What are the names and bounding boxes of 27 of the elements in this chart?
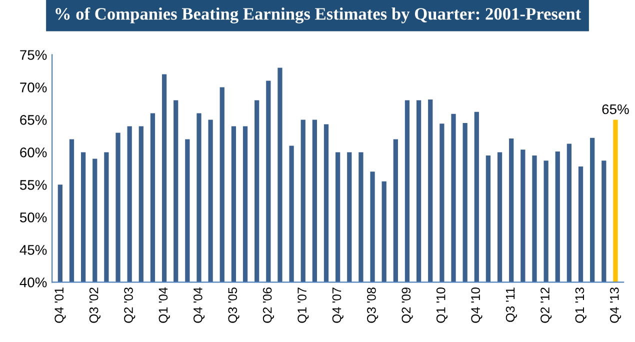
y-tick-label: 65% — [20, 115, 47, 125]
y-tick-label: 45% — [20, 245, 47, 255]
y-tick-label: 55% — [20, 180, 47, 190]
y-tick-label: 50% — [20, 212, 47, 222]
data-label: 65% — [602, 104, 629, 114]
x-tick-label: Q4 '10 — [471, 288, 482, 323]
x-tick-label: Q1 '04 — [158, 287, 170, 323]
y-tick-label: 60% — [20, 148, 47, 158]
x-tick-label: Q1 '10 — [436, 288, 448, 323]
x-tick-label: Q2 '06 — [262, 288, 274, 323]
x-tick-label: Q4 '01 — [54, 288, 66, 323]
x-tick-label: Q2 '09 — [402, 288, 413, 323]
y-tick-label: 75% — [20, 50, 47, 60]
x-tick-label: Q4 '04 — [194, 287, 205, 323]
x-tick-label: Q2 '03 — [124, 288, 136, 323]
x-tick-label: Q3 '02 — [89, 288, 100, 323]
x-tick-label: Q4 '13 — [610, 288, 622, 323]
chart-title: % of Companies Beating Earnings Estimates by Quarter: 2001-Present — [56, 7, 582, 24]
x-tick-label: Q1 '13 — [575, 288, 586, 323]
x-tick-label: Q2 '12 — [540, 288, 552, 323]
x-tick-label: Q3 '08 — [367, 288, 378, 323]
x-tick-label: Q3 '11 — [506, 288, 517, 322]
x-tick-label: Q1 '07 — [298, 288, 309, 323]
y-tick-label: 40% — [20, 277, 47, 288]
x-tick-label: Q3 '05 — [228, 288, 240, 323]
y-tick-label: 70% — [20, 82, 47, 92]
x-tick-label: Q4 '07 — [332, 288, 344, 323]
